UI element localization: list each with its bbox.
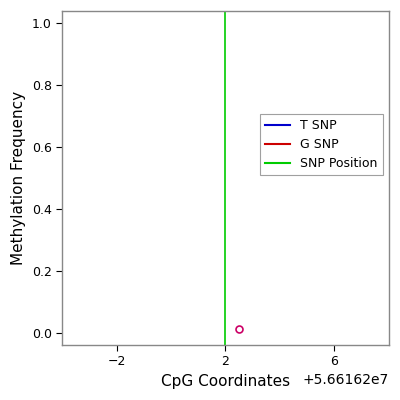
Legend: T SNP, G SNP, SNP Position: T SNP, G SNP, SNP Position	[260, 114, 383, 175]
Y-axis label: Methylation Frequency: Methylation Frequency	[11, 91, 26, 265]
X-axis label: CpG Coordinates: CpG Coordinates	[161, 374, 290, 389]
